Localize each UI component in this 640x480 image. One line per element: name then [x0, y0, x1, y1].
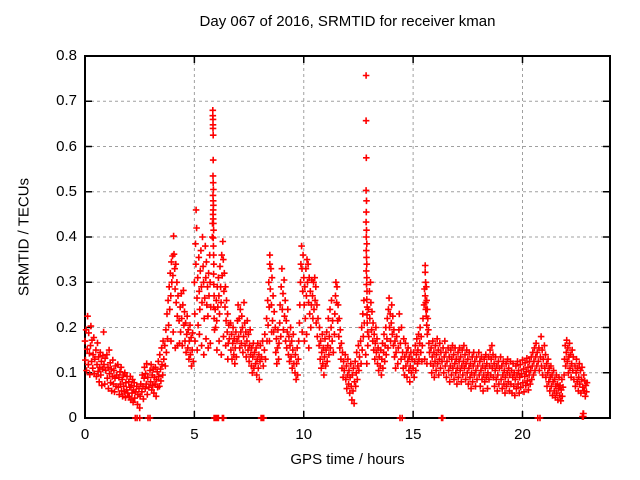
- y-tick-label: 0.6: [56, 137, 77, 155]
- scatter-points: [81, 72, 591, 422]
- y-tick-label: 0.1: [56, 363, 77, 381]
- x-tick-label: 5: [190, 426, 199, 443]
- y-tick-label: 0.3: [56, 273, 77, 291]
- x-tick-label: 15: [404, 426, 422, 443]
- x-axis-label: GPS time / hours: [290, 451, 405, 468]
- y-tick-label: 0: [68, 409, 77, 426]
- y-tick-label: 0.7: [56, 92, 77, 110]
- y-tick-label: 0.8: [56, 47, 77, 64]
- y-tick-label: 0.5: [56, 182, 77, 200]
- chart-title: Day 067 of 2016, SRMTID for receiver kma…: [199, 13, 496, 30]
- x-tick-label: 20: [514, 426, 531, 443]
- x-tick-label: 0: [80, 426, 90, 443]
- y-tick-label: 0.2: [56, 318, 77, 336]
- y-tick-label: 0.4: [56, 228, 77, 245]
- x-tick-label: 10: [295, 426, 313, 443]
